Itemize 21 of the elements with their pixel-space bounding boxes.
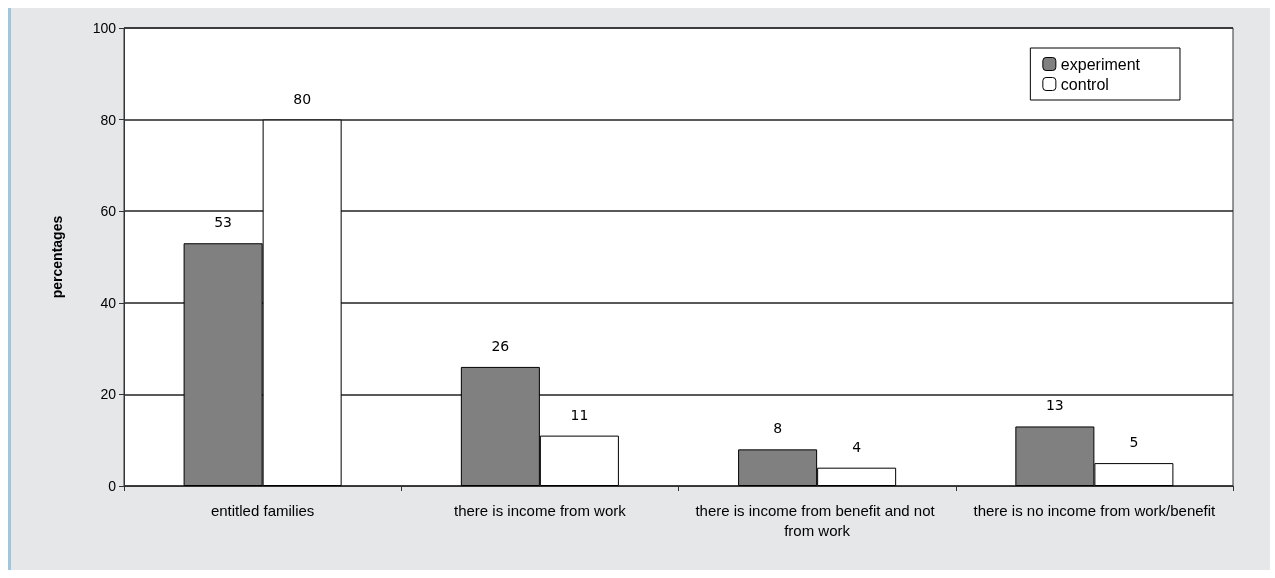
y-tick-label: 20 (100, 386, 117, 403)
y-axis-title: percentages (49, 215, 65, 299)
x-tick-label: there is income from work (454, 501, 627, 519)
data-label: 11 (570, 406, 589, 423)
y-tick-label: 0 (108, 478, 117, 494)
legend-label: experiment (1060, 55, 1141, 73)
x-tick-label: there is no income from work/benefit (973, 501, 1217, 519)
data-label: 8 (773, 420, 783, 437)
y-tick-label: 40 (100, 294, 117, 311)
x-tick-label: entitled families (210, 501, 315, 519)
data-label: 80 (293, 90, 312, 107)
legend-label: control (1060, 75, 1109, 93)
x-tick-label: there is income from benefit and not from work (695, 501, 939, 539)
data-label: 5 (1129, 434, 1139, 451)
data-label: 26 (491, 337, 510, 354)
y-tick-label: 100 (92, 20, 117, 36)
y-tick-label: 80 (100, 111, 117, 128)
data-label: 4 (852, 438, 862, 455)
data-label: 13 (1045, 397, 1064, 414)
data-label: 53 (214, 214, 233, 231)
y-tick-label: 60 (100, 203, 117, 220)
